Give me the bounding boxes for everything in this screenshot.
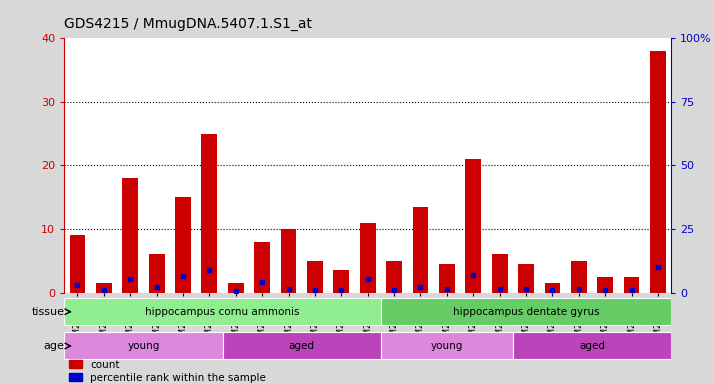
Bar xyxy=(492,255,508,293)
Text: hippocampus dentate gyrus: hippocampus dentate gyrus xyxy=(453,307,599,317)
Text: aged: aged xyxy=(579,341,605,351)
Bar xyxy=(545,283,560,293)
Bar xyxy=(623,276,640,293)
Legend: count, percentile rank within the sample: count, percentile rank within the sample xyxy=(69,359,266,382)
Bar xyxy=(69,235,86,293)
Bar xyxy=(518,264,534,293)
Bar xyxy=(64,298,381,325)
Text: young: young xyxy=(431,341,463,351)
Bar xyxy=(122,178,138,293)
Bar xyxy=(381,333,513,359)
Bar xyxy=(96,283,112,293)
Bar xyxy=(254,242,270,293)
Bar xyxy=(598,276,613,293)
Bar xyxy=(281,229,296,293)
Text: GDS4215 / MmugDNA.5407.1.S1_at: GDS4215 / MmugDNA.5407.1.S1_at xyxy=(64,17,312,31)
Bar xyxy=(360,223,376,293)
Bar xyxy=(223,333,381,359)
Bar xyxy=(149,255,164,293)
Bar xyxy=(413,207,428,293)
Bar xyxy=(386,261,402,293)
Bar xyxy=(571,261,587,293)
Bar xyxy=(650,51,666,293)
Text: hippocampus cornu ammonis: hippocampus cornu ammonis xyxy=(146,307,300,317)
Bar xyxy=(381,298,671,325)
Bar xyxy=(466,159,481,293)
Bar xyxy=(201,134,217,293)
Bar xyxy=(333,270,349,293)
Bar xyxy=(513,333,671,359)
Text: young: young xyxy=(127,341,160,351)
Bar xyxy=(228,283,243,293)
Text: age: age xyxy=(44,341,64,351)
Text: tissue: tissue xyxy=(31,307,64,317)
Bar xyxy=(307,261,323,293)
Bar xyxy=(439,264,455,293)
Text: aged: aged xyxy=(288,341,315,351)
Bar xyxy=(64,333,223,359)
Bar xyxy=(175,197,191,293)
